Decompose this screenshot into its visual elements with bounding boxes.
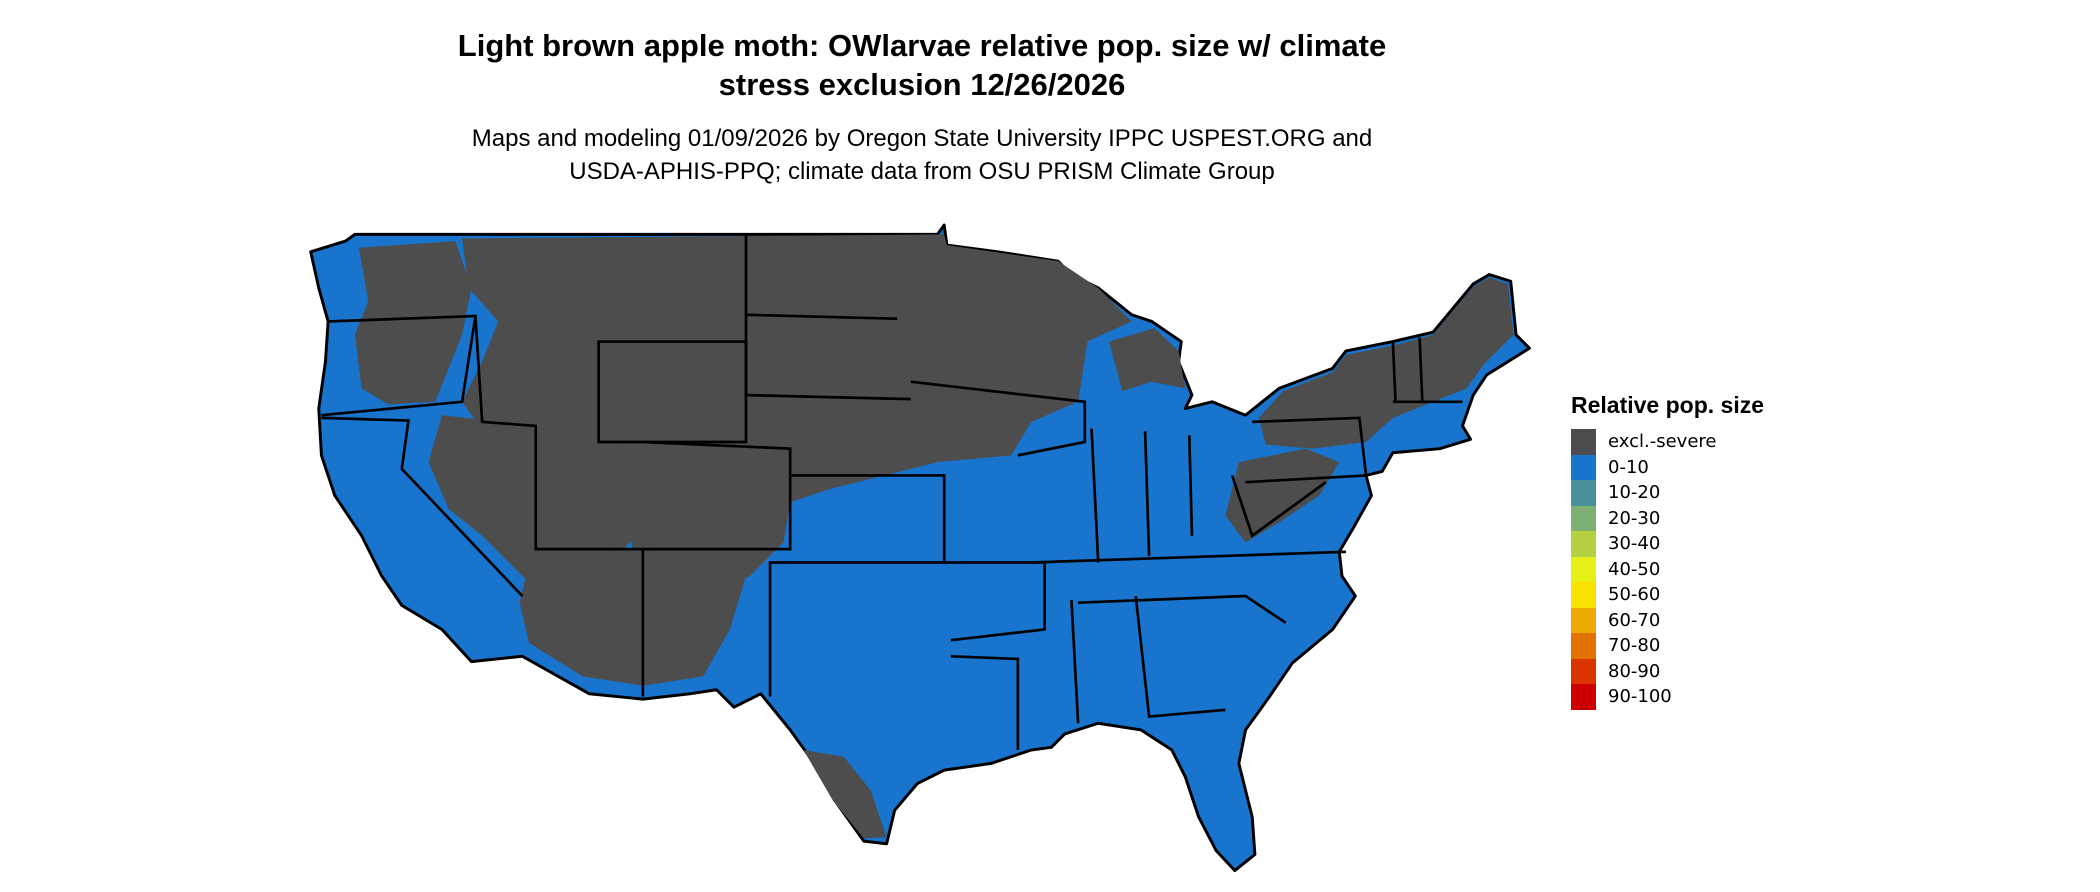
legend-label: 30-40 [1608, 533, 1661, 555]
legend-swatch [1571, 480, 1596, 506]
legend-title: Relative pop. size [1571, 392, 1765, 418]
excluded-southwest [519, 549, 750, 686]
legend-item: 0-10 [1571, 454, 1764, 480]
legend-label: 40-50 [1608, 558, 1661, 580]
legend-label: 80-90 [1608, 660, 1661, 682]
legend-swatch [1571, 658, 1596, 684]
legend-label: 60-70 [1608, 609, 1661, 631]
legend-item: 60-70 [1571, 607, 1764, 633]
legend-swatch [1571, 633, 1596, 659]
legend-label: 50-60 [1608, 584, 1661, 606]
map-subtitle: Maps and modeling 01/09/2026 by Oregon S… [322, 122, 1522, 188]
legend-label: 90-100 [1608, 686, 1672, 708]
legend-swatch [1571, 454, 1596, 480]
legend-item: 20-30 [1571, 505, 1764, 531]
legend-item: 80-90 [1571, 658, 1764, 684]
legend-item: excl.-severe [1571, 429, 1764, 455]
legend-item: 10-20 [1571, 480, 1764, 506]
title-line-1: Light brown apple moth: OWlarvae relativ… [457, 28, 1387, 63]
title-line-2: stress exclusion 12/26/2026 [718, 67, 1126, 102]
legend-swatch [1571, 531, 1596, 557]
legend-swatch [1571, 684, 1596, 710]
legend-item: 40-50 [1571, 556, 1764, 582]
legend-item: 90-100 [1571, 684, 1764, 710]
excluded-northeast [1258, 277, 1514, 449]
map-title: Light brown apple moth: OWlarvae relativ… [322, 26, 1522, 104]
legend-label: 70-80 [1608, 635, 1661, 657]
legend-swatch [1571, 607, 1596, 633]
legend-swatch [1571, 505, 1596, 531]
legend-label: 20-30 [1608, 507, 1661, 529]
legend-label: 10-20 [1608, 482, 1661, 504]
excluded-south-texas [803, 750, 887, 839]
legend-swatch [1571, 582, 1596, 608]
legend: Relative pop. size excl.-severe 0-10 10-20… [1571, 392, 1764, 710]
legend-item: 30-40 [1571, 531, 1764, 557]
excluded-northern-michigan [1108, 328, 1186, 392]
subtitle-line-2: USDA-APHIS-PPQ; climate data from OSU PR… [569, 158, 1275, 185]
legend-label: 0-10 [1608, 456, 1649, 478]
legend-swatch [1571, 429, 1596, 455]
excluded-northwest-interior [354, 241, 472, 405]
excluded-areas [354, 234, 1514, 839]
legend-label: excl.-severe [1608, 431, 1717, 453]
state-borders [321, 234, 1463, 751]
subtitle-line-1: Maps and modeling 01/09/2026 by Oregon S… [471, 125, 1373, 152]
legend-item: 50-60 [1571, 582, 1764, 608]
legend-item: 70-80 [1571, 633, 1764, 659]
excluded-appalachians [1225, 448, 1340, 543]
legend-swatch [1571, 556, 1596, 582]
